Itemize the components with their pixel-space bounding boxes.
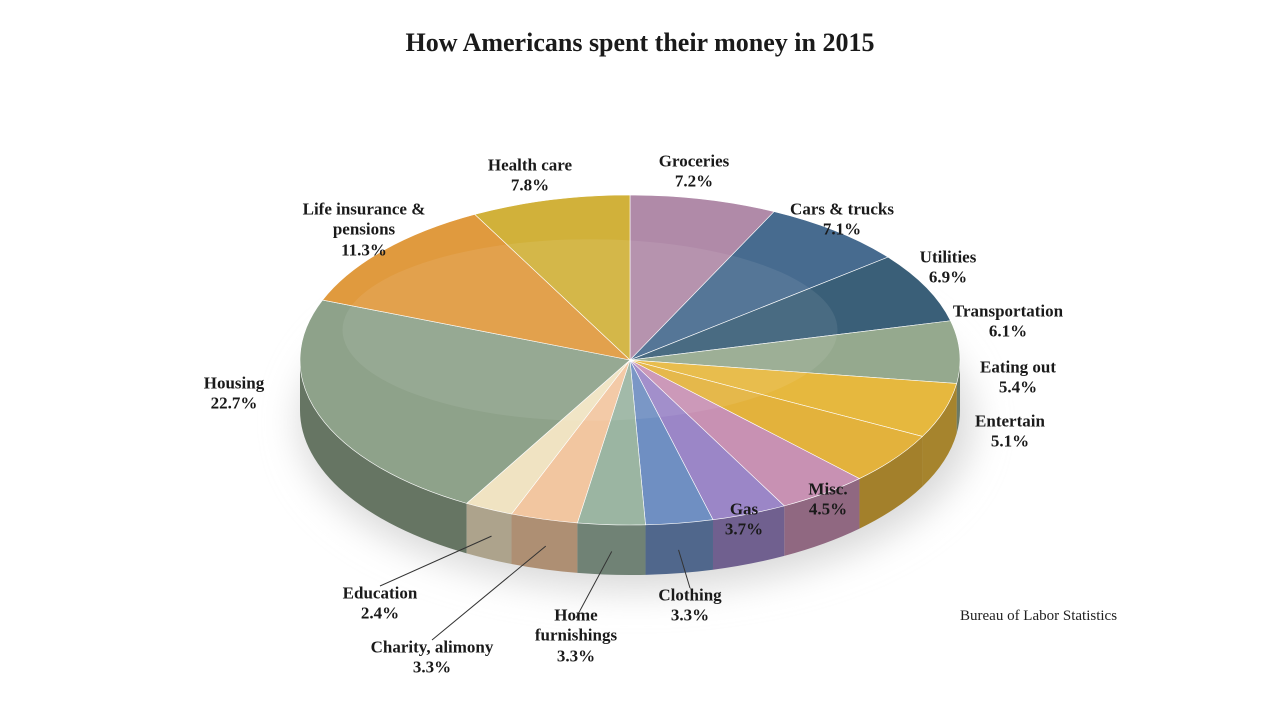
chart-title: How Americans spent their money in 2015 xyxy=(0,28,1280,58)
slice-label: Cars & trucks 7.1% xyxy=(790,200,894,241)
slice-label: Utilities 6.9% xyxy=(920,248,977,289)
slice-label: Home furnishings 3.3% xyxy=(535,605,617,666)
slice-label: Health care 7.8% xyxy=(488,156,572,197)
slice-label: Entertain 5.1% xyxy=(975,412,1045,453)
slice-label: Groceries 7.2% xyxy=(659,152,729,193)
slice-label: Education 2.4% xyxy=(343,584,418,625)
slice-label: Gas 3.7% xyxy=(725,500,763,541)
slice-label: Life insurance & pensions 11.3% xyxy=(303,199,426,260)
slice-label: Misc. 4.5% xyxy=(808,480,847,521)
slice-label: Clothing 3.3% xyxy=(658,586,721,627)
chart-stage: How Americans spent their money in 2015 … xyxy=(0,0,1280,720)
slice-label: Charity, alimony 3.3% xyxy=(371,638,494,679)
slice-label: Transportation 6.1% xyxy=(953,302,1063,343)
slice-label: Eating out 5.4% xyxy=(980,358,1056,399)
source-label: Bureau of Labor Statistics xyxy=(960,608,1117,625)
slice-label: Housing 22.7% xyxy=(204,374,264,415)
